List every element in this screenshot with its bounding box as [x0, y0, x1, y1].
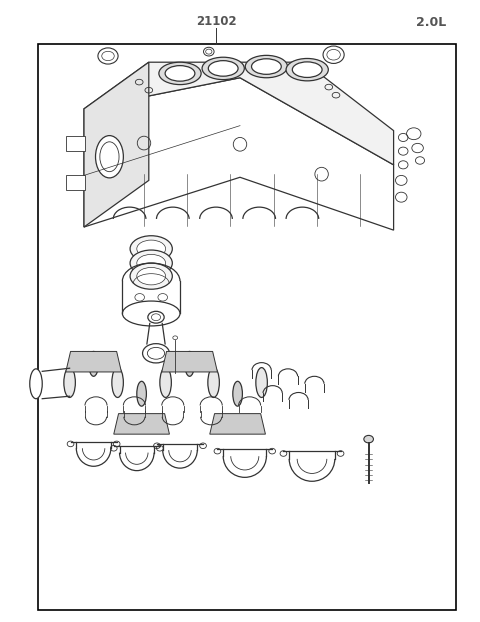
Ellipse shape: [204, 47, 214, 56]
Polygon shape: [210, 414, 265, 434]
Ellipse shape: [202, 57, 244, 80]
Ellipse shape: [98, 48, 118, 64]
Ellipse shape: [364, 435, 373, 443]
Polygon shape: [114, 414, 169, 434]
Ellipse shape: [137, 240, 166, 258]
Ellipse shape: [130, 236, 172, 262]
Text: 2.0L: 2.0L: [416, 16, 446, 29]
Polygon shape: [162, 351, 217, 372]
Ellipse shape: [137, 267, 166, 285]
Ellipse shape: [233, 381, 242, 406]
Ellipse shape: [130, 263, 172, 289]
Polygon shape: [84, 78, 394, 230]
Ellipse shape: [89, 351, 98, 376]
Bar: [38, 44, 456, 610]
Ellipse shape: [137, 254, 166, 272]
Ellipse shape: [137, 381, 146, 406]
Ellipse shape: [122, 301, 180, 326]
Ellipse shape: [130, 250, 172, 276]
Ellipse shape: [64, 368, 75, 397]
Bar: [66, 136, 85, 151]
Ellipse shape: [245, 55, 288, 78]
Ellipse shape: [292, 62, 322, 77]
Ellipse shape: [208, 61, 238, 76]
Ellipse shape: [396, 175, 407, 185]
Ellipse shape: [96, 136, 123, 178]
Ellipse shape: [185, 351, 194, 376]
Polygon shape: [84, 62, 394, 165]
Ellipse shape: [112, 368, 123, 397]
Ellipse shape: [286, 58, 328, 81]
Ellipse shape: [148, 312, 164, 323]
Ellipse shape: [159, 62, 201, 85]
Ellipse shape: [165, 65, 195, 81]
Ellipse shape: [208, 368, 219, 397]
Ellipse shape: [252, 59, 281, 74]
Ellipse shape: [30, 369, 42, 399]
Ellipse shape: [143, 343, 169, 363]
Ellipse shape: [160, 368, 171, 397]
Polygon shape: [84, 62, 149, 227]
Ellipse shape: [323, 46, 344, 63]
Ellipse shape: [256, 368, 267, 397]
Polygon shape: [66, 351, 121, 372]
Text: 21102: 21102: [196, 15, 236, 28]
Bar: [66, 175, 85, 190]
Ellipse shape: [396, 192, 407, 202]
